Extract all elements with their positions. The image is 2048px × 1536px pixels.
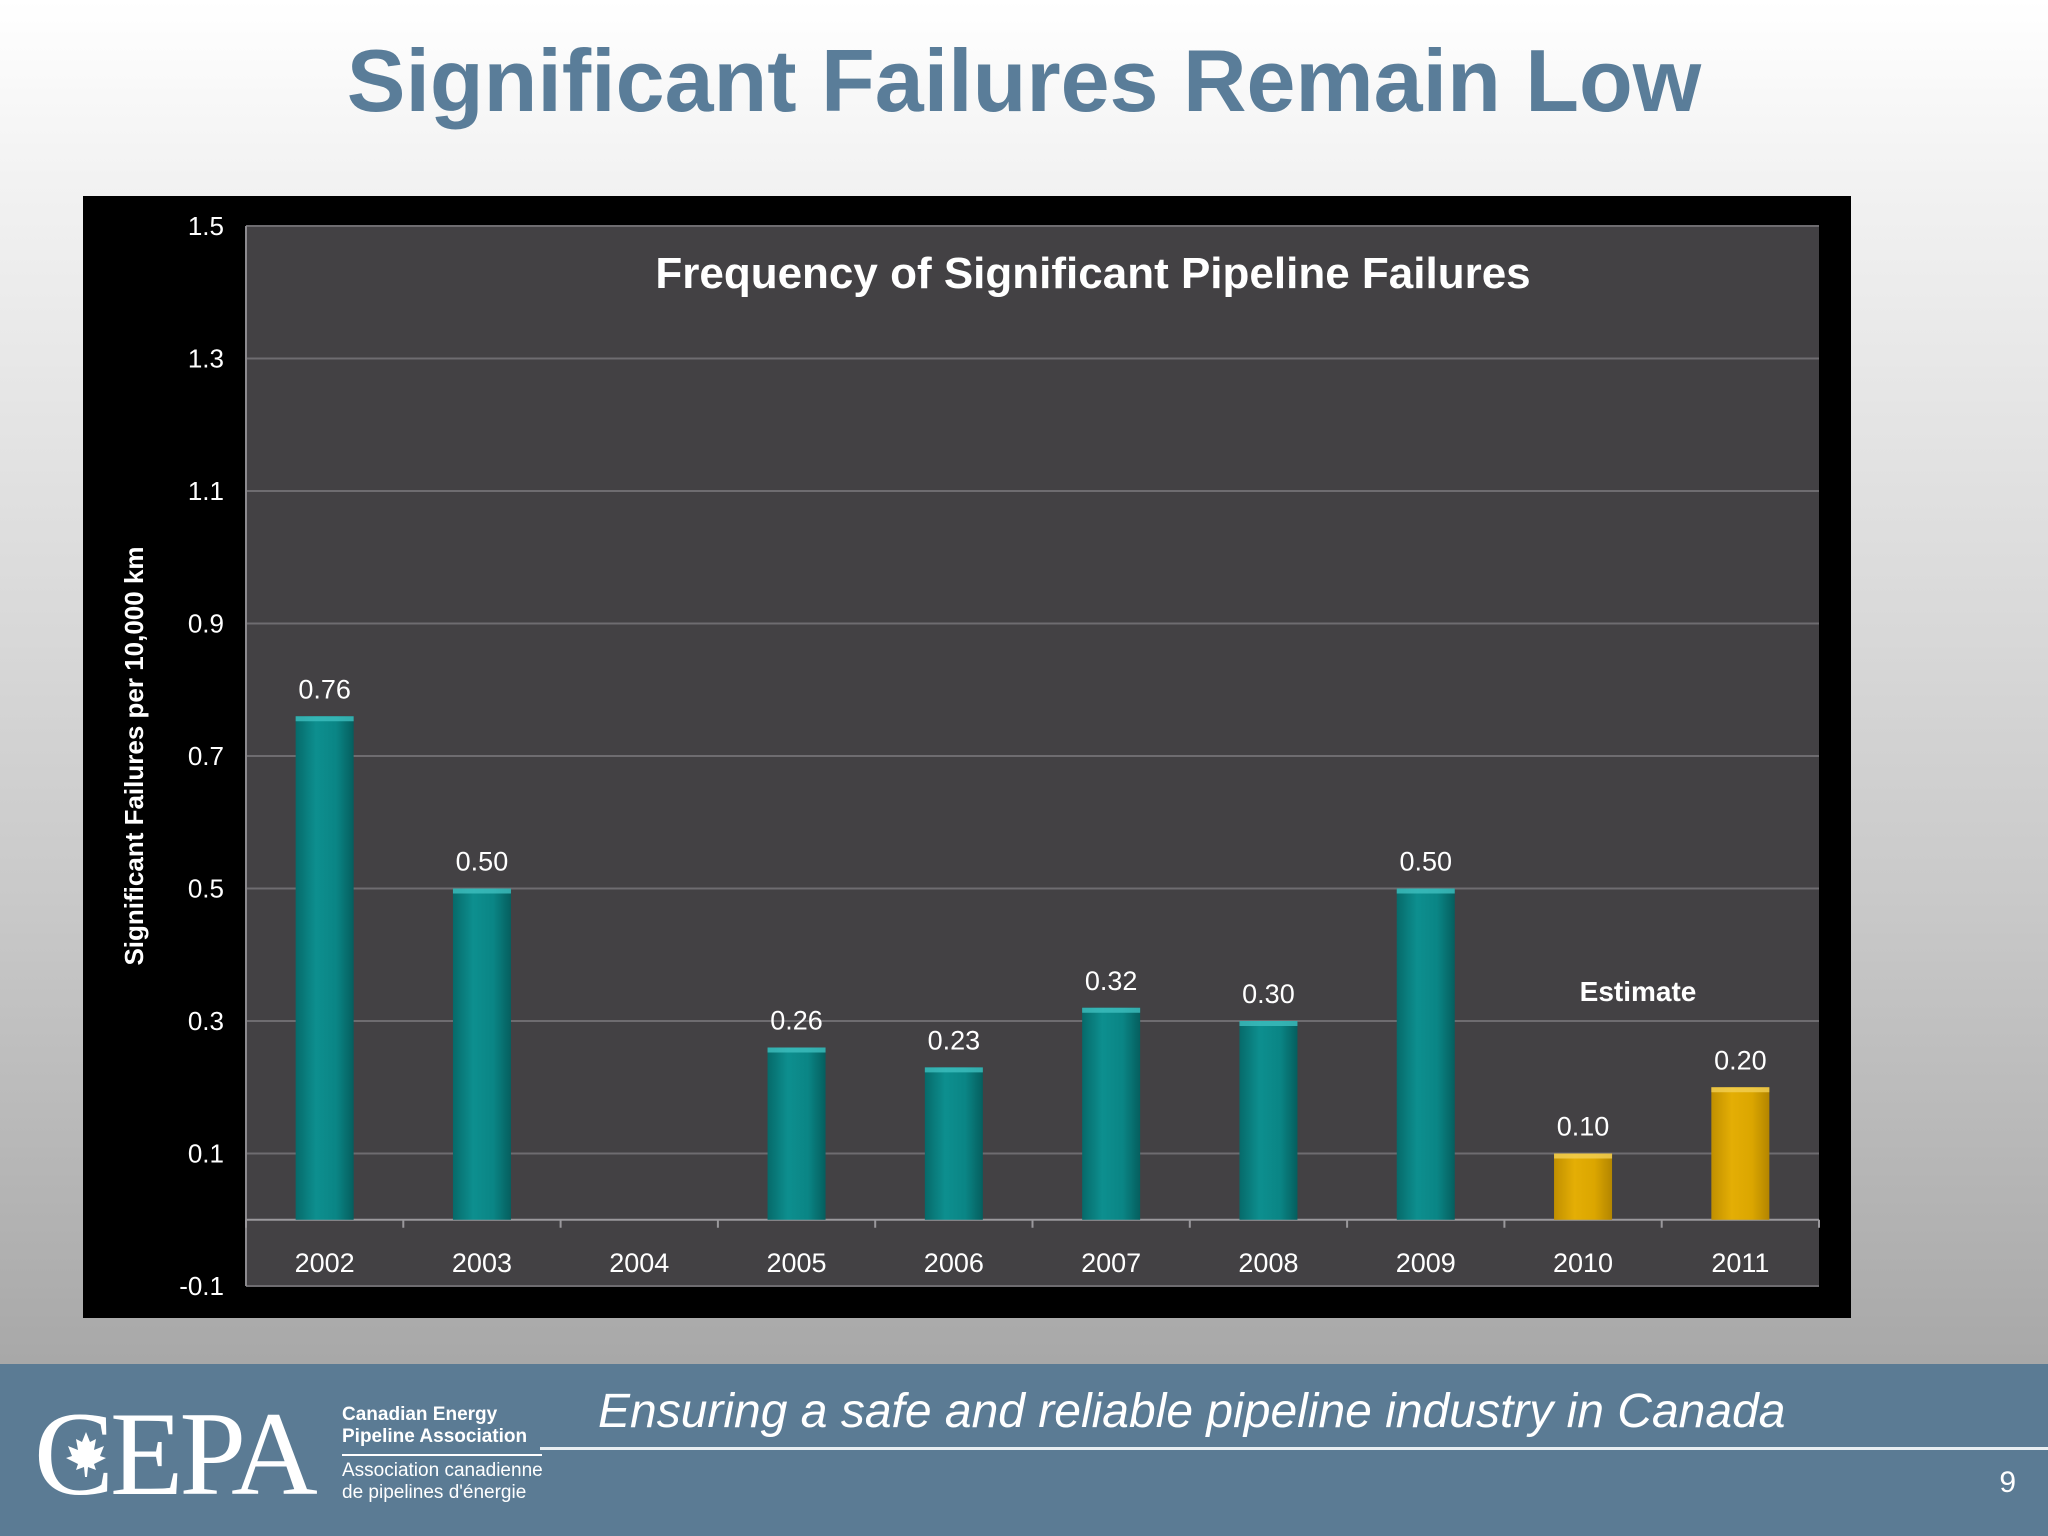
x-tick-label: 2008	[1238, 1248, 1298, 1278]
logo-name-fr-line2: de pipelines d'énergie	[342, 1482, 527, 1503]
x-tick-label: 2009	[1396, 1248, 1456, 1278]
bar	[767, 1047, 826, 1220]
chart-title: Frequency of Significant Pipeline Failur…	[655, 249, 1530, 298]
bar-highlight	[767, 1047, 826, 1053]
bar	[1239, 1021, 1298, 1220]
data-label: 0.50	[456, 847, 509, 877]
x-tick-label: 2002	[295, 1248, 355, 1278]
y-tick-label: 1.5	[188, 211, 224, 241]
logo-name-en-line1: Canadian Energy	[342, 1404, 498, 1425]
data-label: 0.23	[928, 1025, 981, 1055]
bar-highlight	[295, 716, 354, 722]
y-tick-label: 0.9	[188, 609, 224, 639]
estimate-annotation: Estimate	[1580, 976, 1697, 1007]
bar-highlight	[1711, 1087, 1770, 1093]
x-tick-label: 2003	[452, 1248, 512, 1278]
x-tick-label: 2005	[767, 1248, 827, 1278]
data-label: 0.32	[1085, 966, 1138, 996]
bar-chart: 1.5 1.3 1.1 0.9 0.7 0.5 0.3 0.1 -0.1 0.76 2002 0.50…	[119, 211, 1820, 1301]
logo-name-fr-line1: Association canadienne	[342, 1460, 543, 1481]
y-axis-label: Significant Failures per 10,000 km	[119, 546, 149, 965]
y-tick-label: 0.5	[188, 874, 224, 904]
footer-tagline: Ensuring a safe and reliable pipeline in…	[598, 1385, 1786, 1438]
data-label: 0.20	[1714, 1045, 1767, 1075]
bar	[1082, 1007, 1141, 1220]
cepa-logo: CEPA Canadian Energy Pipeline Associatio…	[34, 1394, 554, 1514]
logo-name-en-line2: Pipeline Association	[342, 1426, 528, 1447]
footer-rule	[540, 1447, 2048, 1450]
bar-highlight	[452, 888, 511, 894]
x-tick-label: 2010	[1553, 1248, 1613, 1278]
y-tick-label: 0.3	[188, 1006, 224, 1036]
x-tick-label: 2004	[609, 1248, 669, 1278]
y-tick-label: -0.1	[179, 1271, 224, 1301]
page-number: 9	[1999, 1466, 2016, 1499]
x-tick-label: 2006	[924, 1248, 984, 1278]
y-tick-label: 1.3	[188, 344, 224, 374]
x-tick-label: 2007	[1081, 1248, 1141, 1278]
data-label: 0.30	[1242, 979, 1295, 1009]
data-label: 0.26	[770, 1006, 823, 1036]
maple-leaf-icon	[66, 1432, 106, 1477]
bar-estimate	[1711, 1087, 1770, 1220]
y-tick-label: 0.7	[188, 741, 224, 771]
bar	[1396, 888, 1455, 1220]
y-tick-label: 1.1	[188, 476, 224, 506]
bar-highlight	[1082, 1007, 1141, 1013]
bar	[295, 716, 354, 1220]
logo-divider	[342, 1454, 542, 1456]
data-label: 0.10	[1557, 1112, 1610, 1142]
bar-highlight	[1396, 888, 1455, 894]
bar-estimate	[1554, 1153, 1613, 1220]
y-tick-label: 0.1	[188, 1139, 224, 1169]
bar-highlight	[924, 1067, 983, 1073]
bar	[924, 1067, 983, 1220]
bar-highlight	[1554, 1153, 1613, 1159]
data-label: 0.50	[1399, 847, 1452, 877]
logo-text: Canadian Energy Pipeline Association Ass…	[342, 1404, 562, 1504]
bar	[452, 888, 511, 1220]
x-tick-label: 2011	[1711, 1248, 1769, 1278]
slide-title: Significant Failures Remain Low	[346, 31, 1702, 130]
chart-frame: 1.5 1.3 1.1 0.9 0.7 0.5 0.3 0.1 -0.1 0.76 2002 0.50…	[83, 196, 1851, 1318]
footer-bar: CEPA Canadian Energy Pipeline Associatio…	[0, 1364, 2048, 1536]
data-label: 0.76	[298, 674, 351, 704]
bar-highlight	[1239, 1021, 1298, 1026]
